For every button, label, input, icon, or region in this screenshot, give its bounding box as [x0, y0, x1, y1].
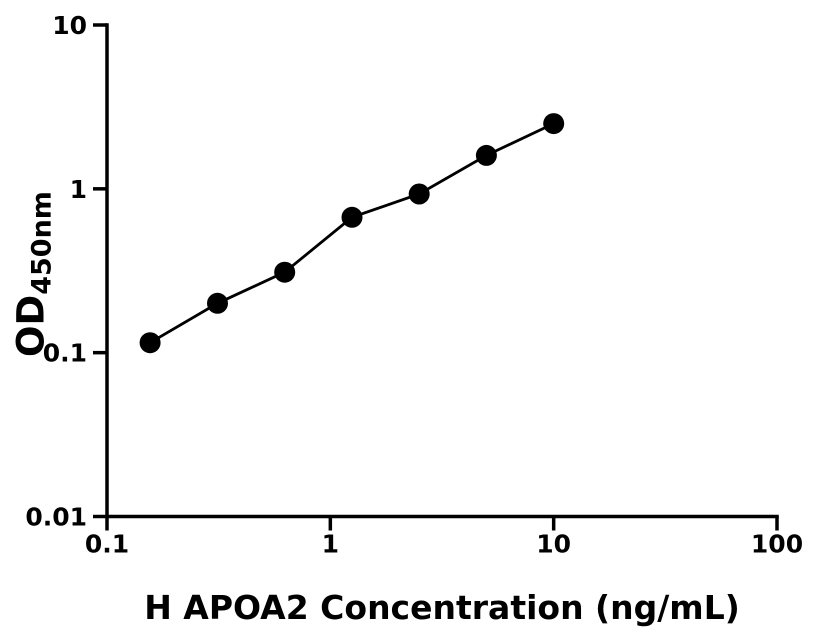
- y-axis-title: OD450nm: [9, 191, 58, 357]
- y-tick-label: 1: [70, 175, 87, 204]
- x-axis-title: H APOA2 Concentration (ng/mL): [144, 588, 740, 627]
- y-tick-label: 10: [52, 11, 87, 40]
- data-point: [408, 183, 430, 205]
- x-tick-label: 0.1: [85, 530, 129, 559]
- data-point: [207, 292, 228, 314]
- data-point: [274, 261, 296, 283]
- data-point: [139, 332, 161, 354]
- data-point: [475, 144, 497, 166]
- x-tick-label: 10: [536, 530, 571, 559]
- y-axis-title-main: OD: [9, 294, 53, 357]
- x-tick-label: 100: [751, 530, 803, 559]
- y-tick-label: 0.01: [25, 503, 87, 532]
- data-point: [543, 113, 565, 135]
- data-point: [341, 206, 363, 228]
- y-tick-label: 0.1: [43, 339, 87, 368]
- y-axis-title-subscript: 450nm: [26, 191, 58, 295]
- x-tick-label: 1: [322, 530, 339, 559]
